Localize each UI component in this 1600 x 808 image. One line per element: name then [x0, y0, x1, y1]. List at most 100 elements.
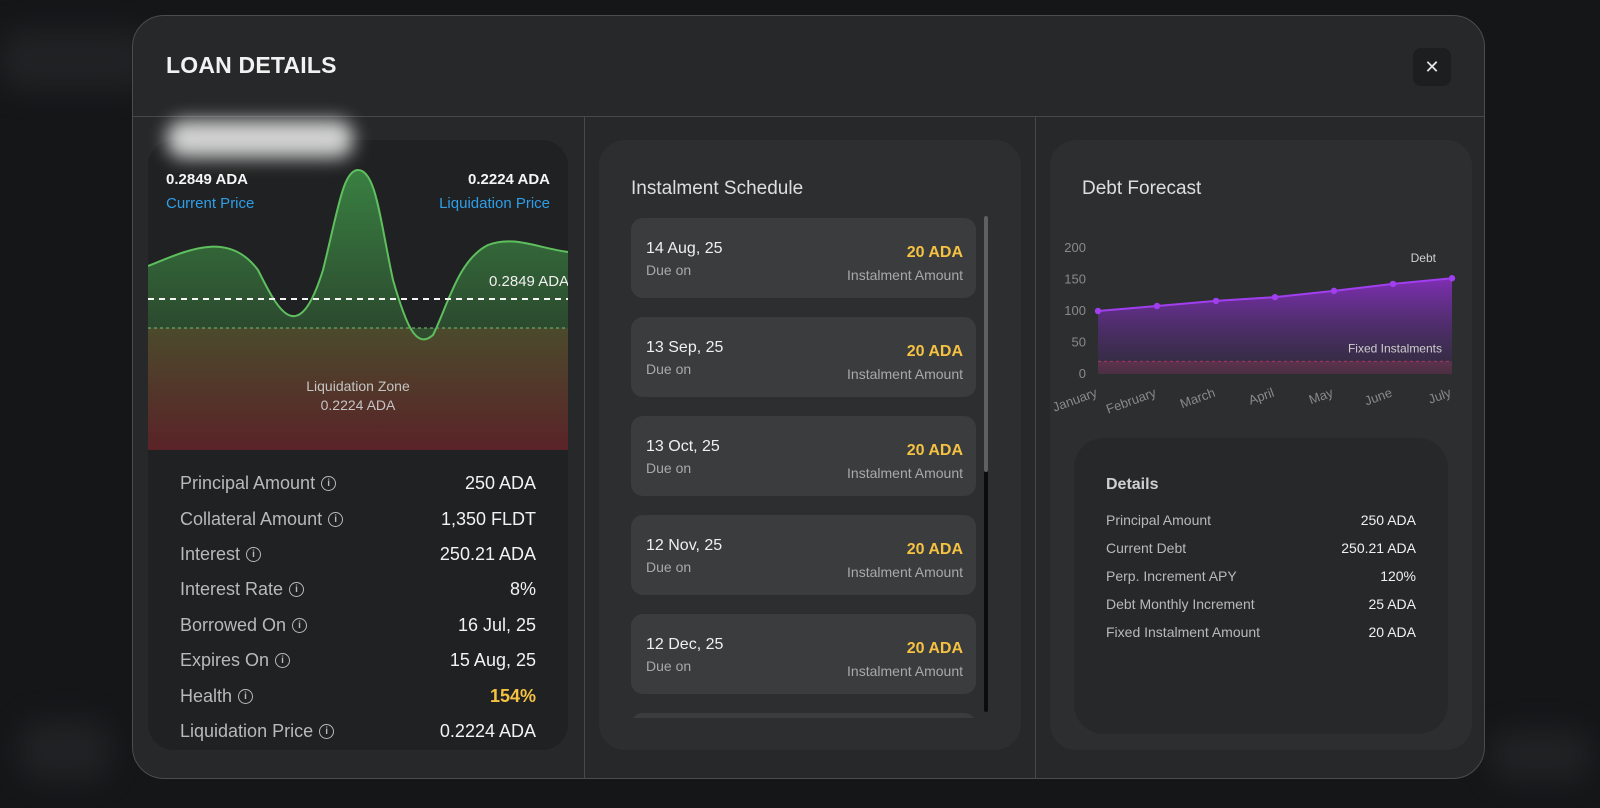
forecast-title: Debt Forecast — [1082, 178, 1202, 199]
modal-header: LOAN DETAILS ✕ — [133, 16, 1484, 117]
stat-label: Interest Rate i — [180, 579, 305, 600]
schedule-scrollbar[interactable] — [984, 216, 988, 712]
schedule-date: 12 Nov, 25 — [646, 537, 723, 554]
stat-value: 1,350 FLDT — [440, 508, 536, 529]
stat-row: Expires On i 15 Aug, 25 — [180, 643, 536, 678]
forecast-details-card: Details Principal Amount 250 ADA Current… — [1074, 438, 1448, 734]
x-tick-label: May — [1307, 385, 1336, 408]
stat-row: Liquidation Price i 0.2224 ADA — [180, 714, 536, 749]
column-divider — [584, 117, 585, 778]
schedule-item: 13 Sep, 25 Due on 20 ADA Instalment Amou… — [631, 317, 976, 397]
series-label-fixed: Fixed Instalments — [1348, 341, 1442, 355]
stat-row: Principal Amount i 250 ADA — [180, 466, 536, 501]
info-icon[interactable]: i — [275, 653, 291, 669]
price-chart: 0.2849 ADA — [148, 168, 568, 450]
detail-label: Debt Monthly Increment — [1106, 596, 1255, 612]
close-button[interactable]: ✕ — [1413, 48, 1451, 86]
details-title: Details — [1106, 476, 1159, 493]
column-divider — [1035, 117, 1036, 778]
detail-label: Fixed Instalment Amount — [1106, 624, 1261, 640]
health-value: 154% — [489, 685, 536, 706]
debt-point — [1448, 275, 1456, 282]
schedule-amount-label: Instalment Amount — [847, 267, 963, 283]
series-label-debt: Debt — [1411, 251, 1437, 265]
detail-row: Debt Monthly Increment 25 ADA — [1106, 590, 1416, 618]
detail-row: Current Debt 250.21 ADA — [1106, 534, 1416, 562]
stat-label: Liquidation Price i — [180, 721, 335, 742]
schedule-item: 12 Nov, 25 Due on 20 ADA Instalment Amou… — [631, 515, 976, 595]
y-tick-label: 100 — [1064, 303, 1086, 318]
details-list: Principal Amount 250 ADA Current Debt 25… — [1106, 506, 1416, 646]
x-tick-label: July — [1426, 385, 1453, 407]
stat-value: 250 ADA — [464, 473, 536, 494]
detail-value: 20 ADA — [1368, 624, 1416, 640]
y-tick-label: 50 — [1072, 335, 1086, 350]
schedule-amount-label: Instalment Amount — [847, 564, 963, 580]
schedule-item: 12 Dec, 25 Due on 20 ADA Instalment Amou… — [631, 614, 976, 694]
debt-point — [1094, 307, 1102, 315]
stat-label: Borrowed On i — [180, 615, 308, 636]
current-price-label: Current Price — [166, 195, 255, 212]
debt-forecast-chart: 0 50 100 150 200 Debt Fixed Instalments January… — [1050, 240, 1456, 417]
liquidation-zone-label: Liquidation Zone — [306, 378, 410, 394]
stat-label: Health i — [180, 686, 254, 707]
modal-title: LOAN DETAILS — [166, 52, 337, 78]
stat-value: 250.21 ADA — [439, 543, 536, 564]
detail-value: 120% — [1380, 568, 1416, 584]
schedule-due-label: Due on — [646, 361, 692, 377]
y-tick-label: 0 — [1079, 366, 1086, 381]
x-tick-label: March — [1178, 385, 1217, 411]
price-line — [148, 168, 568, 341]
info-icon[interactable]: i — [238, 688, 254, 704]
y-tick-label: 200 — [1064, 240, 1086, 255]
info-icon[interactable]: i — [319, 723, 335, 739]
info-icon[interactable]: i — [246, 546, 262, 562]
stat-row: Interest i 250.21 ADA — [180, 537, 536, 572]
stat-label: Interest i — [180, 544, 262, 565]
stat-label: Expires On i — [180, 650, 291, 671]
stat-value: 15 Aug, 25 — [449, 650, 536, 671]
price-area — [148, 170, 568, 340]
stat-row: Interest Rate i 8% — [180, 572, 536, 607]
loan-stats: Principal Amount i 250 ADA Collateral Amo… — [180, 466, 536, 749]
schedule-amount-label: Instalment Amount — [847, 366, 963, 382]
loan-details-modal: LOAN DETAILS ✕ 0.2849 ADA — [132, 15, 1485, 779]
schedule-list[interactable]: 14 Aug, 25 Due on 20 ADA Instalment Amou… — [631, 218, 976, 718]
background-blur — [1490, 730, 1590, 780]
info-icon[interactable]: i — [321, 476, 337, 492]
schedule-amount-label: Instalment Amount — [847, 663, 963, 679]
stat-row: Health i 154% — [180, 678, 536, 713]
x-tick-label: January — [1050, 385, 1099, 415]
scrollbar-thumb[interactable] — [984, 216, 988, 472]
detail-label: Current Debt — [1106, 540, 1187, 556]
schedule-date: 13 Oct, 25 — [646, 438, 720, 455]
stat-value: 0.2224 ADA — [439, 720, 536, 741]
schedule-amount: 20 ADA — [906, 244, 963, 261]
info-icon[interactable]: i — [289, 582, 305, 598]
background-blur — [20, 720, 110, 780]
price-panel: 0.2849 ADA 0.2849 ADA Current Price 0.22… — [148, 140, 568, 750]
schedule-amount: 20 ADA — [906, 343, 963, 360]
schedule-item: 13 Oct, 25 Due on 20 ADA Instalment Amou… — [631, 416, 976, 496]
current-price-line-label: 0.2849 ADA — [489, 273, 568, 290]
schedule-due-label: Due on — [646, 460, 692, 476]
detail-row: Fixed Instalment Amount 20 ADA — [1106, 618, 1416, 646]
schedule-title: Instalment Schedule — [631, 178, 804, 199]
schedule-date: 12 Dec, 25 — [646, 636, 724, 653]
schedule-amount: 20 ADA — [906, 541, 963, 558]
redacted-text — [167, 120, 353, 158]
x-tick-label: February — [1104, 385, 1158, 417]
liquidation-price-value: 0.2224 ADA — [468, 171, 550, 188]
schedule-due-label: Due on — [646, 262, 692, 278]
debt-point — [1212, 297, 1220, 305]
schedule-item-partial — [631, 713, 976, 718]
detail-row: Perp. Increment APY 120% — [1106, 562, 1416, 590]
detail-row: Principal Amount 250 ADA — [1106, 506, 1416, 534]
debt-point — [1330, 287, 1338, 295]
detail-value: 25 ADA — [1368, 596, 1416, 612]
liquidation-price-label: Liquidation Price — [439, 195, 550, 212]
schedule-amount: 20 ADA — [906, 442, 963, 459]
info-icon[interactable]: i — [328, 511, 344, 527]
info-icon[interactable]: i — [292, 617, 308, 633]
current-price-value: 0.2849 ADA — [166, 171, 248, 188]
